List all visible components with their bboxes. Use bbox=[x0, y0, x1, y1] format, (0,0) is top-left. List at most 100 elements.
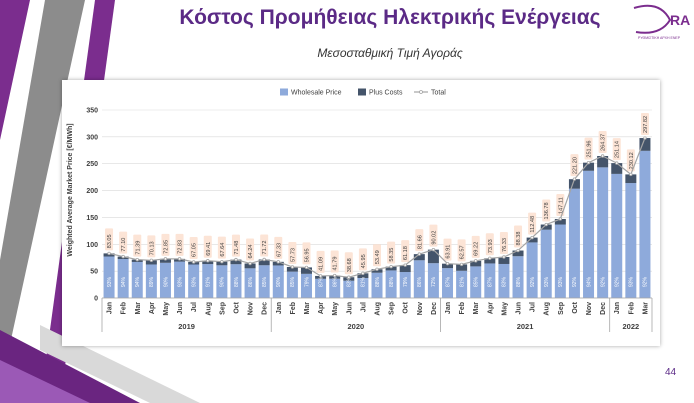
total-value-label: 297.82 bbox=[643, 116, 649, 133]
wholesale-share-label: 90% bbox=[276, 276, 282, 287]
plus-costs-bar bbox=[512, 250, 524, 257]
total-value-label: 67.33 bbox=[276, 243, 282, 257]
wholesale-bar bbox=[329, 278, 341, 298]
total-label-box bbox=[457, 239, 466, 262]
wholesale-share-label: 85% bbox=[290, 276, 296, 287]
wholesale-share-label: 92% bbox=[600, 276, 606, 287]
plus-costs-bar bbox=[554, 218, 566, 225]
wholesale-share-label: 87% bbox=[318, 276, 324, 287]
total-point bbox=[206, 259, 210, 263]
x-tick-label: Oct bbox=[233, 301, 240, 313]
total-value-label: 57.73 bbox=[290, 248, 296, 262]
plus-costs-bar bbox=[286, 266, 298, 272]
wholesale-bar bbox=[597, 167, 609, 298]
total-label-box bbox=[246, 238, 255, 261]
total-point bbox=[516, 248, 520, 253]
wholesale-share-label: 92% bbox=[572, 276, 578, 287]
wholesale-bar bbox=[174, 261, 186, 298]
total-value-label: 81.66 bbox=[417, 235, 423, 249]
wholesale-share-label: 85% bbox=[474, 276, 480, 287]
plus-costs-bar bbox=[371, 269, 383, 273]
total-point bbox=[262, 257, 266, 262]
total-label-box bbox=[231, 234, 240, 257]
wholesale-share-label: 83% bbox=[347, 276, 353, 287]
wholesale-share-label: 85% bbox=[262, 276, 268, 287]
total-label-box bbox=[528, 212, 537, 235]
total-point bbox=[375, 267, 379, 271]
total-point bbox=[389, 264, 393, 269]
total-value-label: 71.39 bbox=[135, 241, 141, 255]
total-point bbox=[417, 252, 422, 256]
x-tick-label: Jan bbox=[276, 302, 283, 314]
x-tick-label: Aug bbox=[544, 302, 551, 316]
total-label-box bbox=[514, 225, 523, 248]
plus-costs-bar bbox=[244, 263, 256, 269]
total-label-box bbox=[443, 238, 452, 261]
total-value-label: 62.57 bbox=[460, 245, 466, 259]
total-value-label: 221.20 bbox=[572, 157, 578, 174]
wholesale-bar bbox=[554, 224, 566, 298]
wholesale-share-label: 87% bbox=[445, 276, 451, 287]
plus-costs-bar bbox=[442, 263, 454, 269]
plus-costs-bar bbox=[343, 277, 355, 281]
wholesale-share-label: 88% bbox=[375, 276, 381, 287]
wholesale-bar bbox=[540, 229, 552, 298]
total-label-box bbox=[584, 137, 593, 160]
total-point bbox=[347, 275, 351, 279]
x-tick-label: May bbox=[332, 302, 339, 316]
rae-logo: RA ΡΥΘΜΙΣΤΙΚΗ ΑΡΧΗ ΕΝΕΡ bbox=[633, 4, 690, 40]
total-label-box bbox=[499, 231, 508, 254]
total-label-box bbox=[387, 241, 396, 264]
plus-costs-bar bbox=[540, 224, 552, 230]
total-point bbox=[403, 263, 407, 267]
total-label-box bbox=[542, 199, 551, 222]
total-point bbox=[177, 257, 182, 261]
wholesale-share-label: 90% bbox=[163, 276, 169, 287]
wholesale-share-label: 92% bbox=[615, 276, 621, 287]
plus-costs-bar bbox=[568, 179, 580, 189]
x-tick-label: Mar bbox=[135, 302, 142, 315]
total-label-box bbox=[302, 242, 311, 265]
total-value-label: 67.05 bbox=[192, 243, 198, 257]
total-point bbox=[445, 261, 450, 266]
x-tick-label: Jan bbox=[614, 302, 621, 314]
wholesale-bar bbox=[470, 266, 482, 298]
total-value-label: 251.14 bbox=[615, 141, 621, 158]
plus-costs-bar bbox=[145, 260, 157, 265]
total-point bbox=[361, 271, 365, 276]
total-value-label: 71.48 bbox=[234, 241, 240, 255]
total-point bbox=[304, 265, 309, 270]
x-tick-label: Sep bbox=[558, 302, 565, 315]
plus-costs-bar bbox=[427, 249, 439, 264]
x-tick-label: Mar bbox=[642, 302, 649, 315]
total-point bbox=[107, 251, 111, 256]
plus-costs-bar bbox=[159, 258, 171, 263]
total-point bbox=[530, 235, 534, 240]
wholesale-bar bbox=[568, 188, 580, 298]
plus-costs-bar bbox=[611, 163, 623, 174]
total-point bbox=[163, 257, 168, 261]
x-tick-label: Mar bbox=[473, 302, 480, 315]
wholesale-share-label: 94% bbox=[135, 276, 141, 287]
wholesale-bar bbox=[230, 264, 242, 298]
total-label-box bbox=[217, 236, 226, 259]
total-point bbox=[488, 256, 492, 260]
x-tick-label: Apr bbox=[487, 302, 494, 314]
legend-label: Total bbox=[431, 90, 446, 97]
wholesale-share-label: 93% bbox=[191, 276, 197, 287]
x-tick-label: Jun bbox=[346, 302, 353, 314]
plus-costs-bar bbox=[583, 162, 595, 171]
plus-costs-bar bbox=[216, 261, 228, 266]
total-point bbox=[615, 161, 619, 165]
chart-container: Wholesale Price Plus Costs Total 0 50 100 150… bbox=[62, 80, 660, 346]
x-tick-label: Jun bbox=[516, 302, 523, 314]
legend: Wholesale Price Plus Costs Total bbox=[280, 88, 446, 97]
plus-costs-bar bbox=[639, 138, 651, 151]
wholesale-bar bbox=[512, 256, 524, 298]
wholesale-bar bbox=[357, 278, 369, 298]
total-point bbox=[135, 257, 139, 262]
total-point bbox=[459, 262, 464, 267]
total-value-label: 45.95 bbox=[361, 254, 367, 268]
x-tick-label: Oct bbox=[403, 301, 410, 313]
plus-costs-bar bbox=[272, 261, 284, 266]
